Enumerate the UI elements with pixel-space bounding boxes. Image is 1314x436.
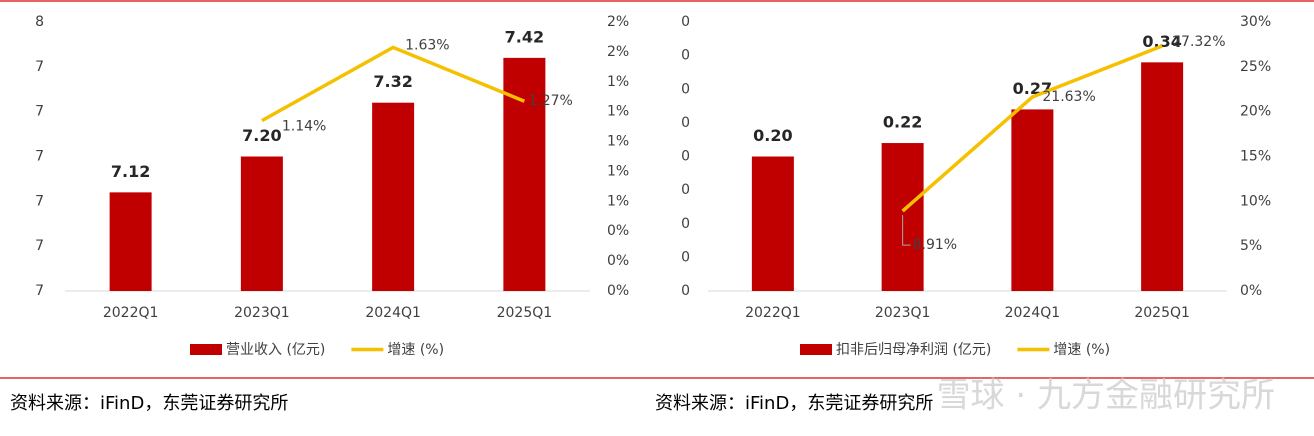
line-value-label: 27.32% [1172, 34, 1225, 50]
y2-tick-label: 25% [1240, 59, 1271, 75]
y-tick-label: 7 [35, 104, 44, 120]
bar [1011, 109, 1054, 291]
x-tick-label: 2023Q1 [234, 305, 290, 321]
y2-tick-label: 10% [1240, 193, 1271, 209]
growth-line [261, 45, 526, 123]
bar-value-label: 7.42 [505, 27, 544, 46]
y2-tick-label: 1% [607, 193, 629, 209]
line-value-label: 1.63% [405, 37, 449, 53]
y-tick-label: 0 [681, 115, 690, 131]
bar-value-label: 0.20 [753, 126, 792, 145]
y2-tick-label: 1% [607, 74, 629, 90]
bar-value-label: 0.22 [883, 113, 922, 132]
y2-tick-label: 1% [607, 104, 629, 120]
y2-tick-label: 20% [1240, 104, 1271, 120]
y-tick-label: 0 [681, 81, 690, 97]
leader-line [902, 215, 911, 246]
x-tick-label: 2024Q1 [365, 305, 421, 321]
x-tick-label: 2024Q1 [1005, 305, 1061, 321]
y-tick-label: 7 [35, 283, 44, 299]
y-tick-label: 0 [681, 14, 690, 30]
y-tick-label: 7 [35, 59, 44, 75]
y-tick-label: 0 [681, 216, 690, 232]
legend-label: 扣非后归母净利润 (亿元) [836, 341, 991, 358]
y-tick-label: 0 [681, 149, 690, 165]
x-tick-label: 2023Q1 [875, 305, 931, 321]
y-tick-label: 0 [681, 182, 690, 198]
bar [240, 156, 283, 291]
x-tick-label: 2022Q1 [103, 305, 159, 321]
x-tick-label: 2025Q1 [1134, 305, 1190, 321]
bar [109, 192, 152, 291]
y2-tick-label: 2% [607, 14, 629, 30]
bar-value-label: 7.12 [111, 162, 150, 181]
line-value-label: 1.27% [528, 93, 572, 109]
y2-tick-label: 1% [607, 134, 629, 150]
y2-tick-label: 2% [607, 44, 629, 60]
y2-tick-label: 0% [607, 283, 629, 299]
x-tick-label: 2022Q1 [745, 305, 801, 321]
bar [751, 156, 794, 291]
y2-tick-label: 15% [1240, 149, 1271, 165]
line-value-label: 1.14% [282, 119, 326, 135]
bar-value-label: 7.20 [242, 126, 281, 145]
growth-line [901, 44, 1163, 213]
legend-label: 增速 (%) [387, 342, 444, 358]
y2-tick-label: 1% [607, 163, 629, 179]
bar [372, 102, 415, 291]
y-tick-label: 0 [681, 249, 690, 265]
y2-tick-label: 0% [607, 253, 629, 269]
y2-tick-label: 0% [1240, 283, 1262, 299]
y-tick-label: 7 [35, 149, 44, 165]
legend-swatch [800, 344, 832, 355]
bar [1141, 62, 1184, 291]
line-value-label: 21.63% [1042, 89, 1095, 105]
source-note: 资料来源：iFinD，东莞证券研究所 [655, 393, 933, 414]
y-tick-label: 0 [681, 48, 690, 64]
y-tick-label: 0 [681, 283, 690, 299]
bar-value-label: 7.32 [373, 72, 412, 91]
x-tick-label: 2025Q1 [497, 305, 553, 321]
y2-tick-label: 30% [1240, 14, 1271, 30]
y-tick-label: 8 [35, 14, 44, 30]
y2-tick-label: 5% [1240, 238, 1262, 254]
legend-swatch [190, 344, 222, 355]
legend-label: 营业收入 (亿元) [226, 342, 325, 358]
y-tick-label: 7 [35, 193, 44, 209]
y-tick-label: 7 [35, 238, 44, 254]
line-value-label: 8.91% [913, 237, 957, 253]
legend-label: 增速 (%) [1053, 342, 1110, 358]
y2-tick-label: 0% [607, 223, 629, 239]
bar-value-label: 0.34 [1142, 32, 1181, 51]
source-note: 资料来源：iFinD，东莞证券研究所 [10, 393, 288, 414]
watermark: 雪球 · 九方金融研究所 [937, 376, 1275, 416]
